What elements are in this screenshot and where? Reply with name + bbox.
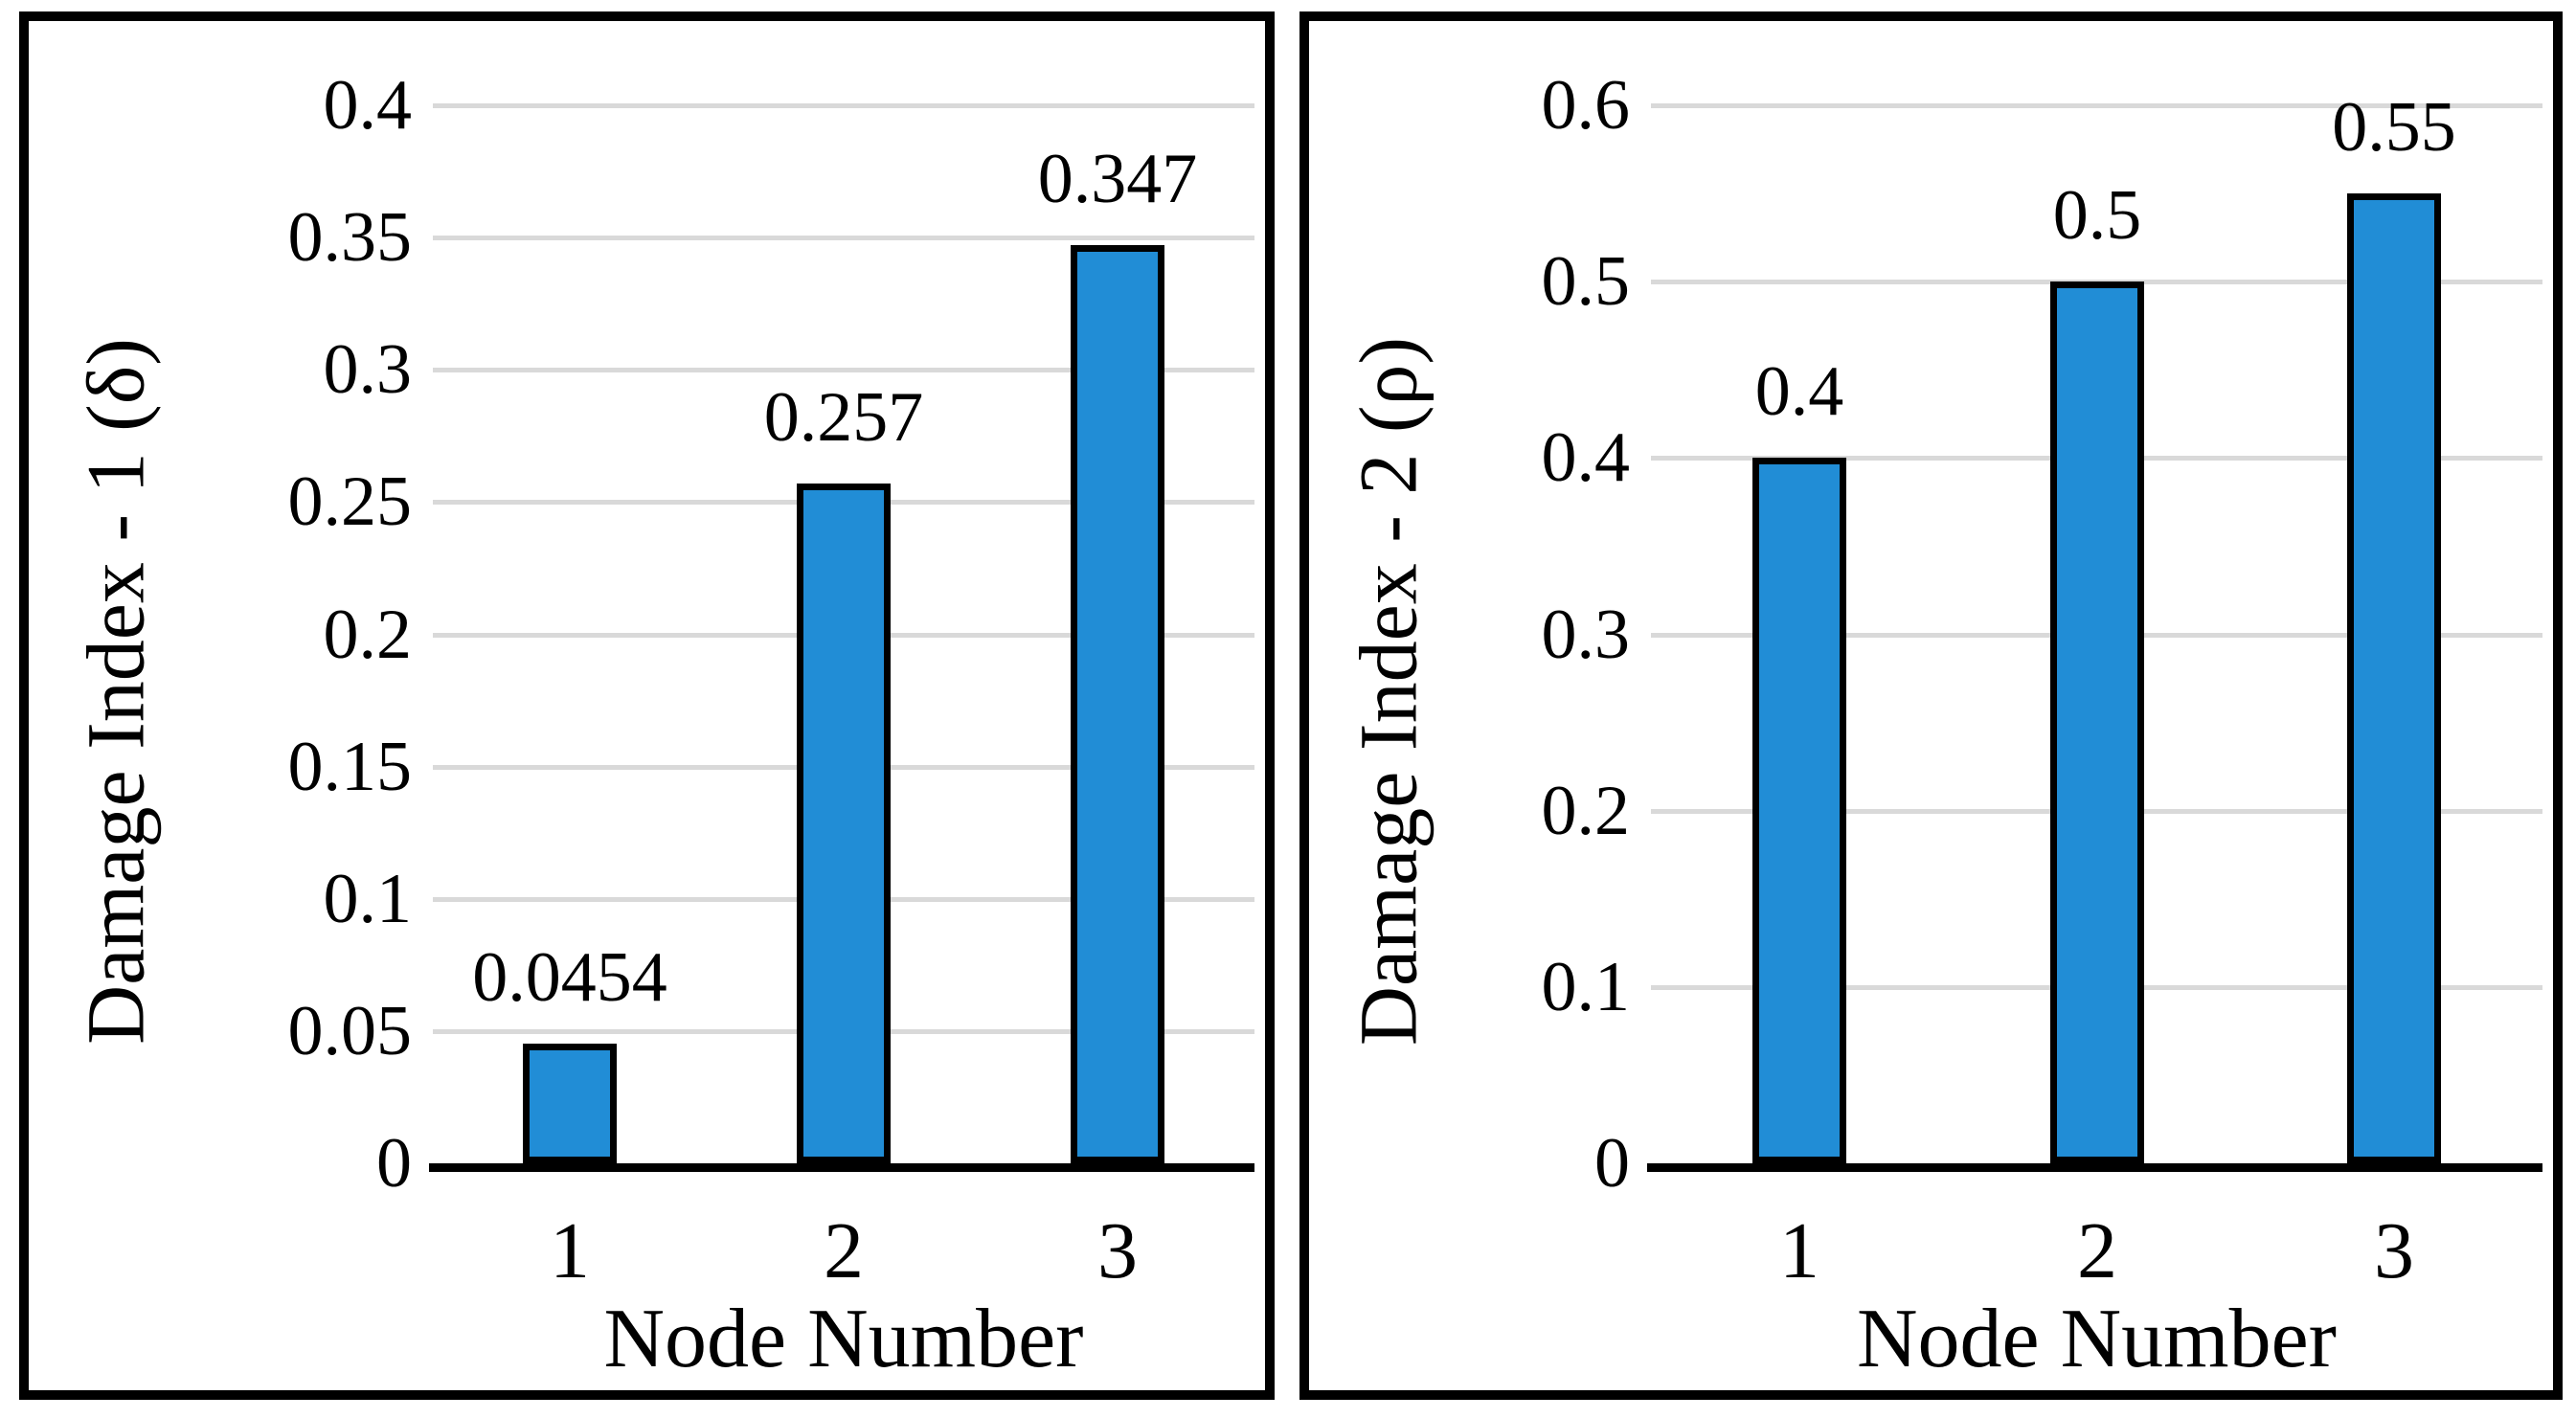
y-tick-label: 0 — [376, 1124, 412, 1203]
x-category-label: 2 — [824, 1206, 864, 1295]
gridline-y-0.35 — [433, 236, 1254, 241]
bar-value-label: 0.5 — [2052, 176, 2142, 255]
bar-node-1 — [523, 1044, 617, 1163]
bar-node-2 — [2050, 281, 2144, 1163]
x-axis-line — [429, 1163, 1254, 1172]
bar-value-label: 0.257 — [763, 378, 924, 457]
y-tick-label: 0.1 — [323, 859, 413, 938]
x-category-label: 2 — [2077, 1206, 2117, 1295]
gridline-y-0.6 — [1651, 103, 2542, 108]
y-tick-label: 0.35 — [287, 198, 413, 278]
gridline-y-0.3 — [433, 368, 1254, 373]
bar-node-2 — [797, 484, 891, 1163]
bar-value-label: 0.347 — [1037, 140, 1198, 218]
bar-node-1 — [1752, 458, 1846, 1163]
y-tick-label: 0.3 — [323, 330, 413, 410]
bar-node-3 — [2347, 193, 2441, 1163]
bar-value-label: 0.4 — [1754, 352, 1844, 431]
y-tick-label: 0.4 — [1541, 418, 1631, 498]
gridline-y-0.4 — [433, 103, 1254, 108]
x-category-label: 3 — [2374, 1206, 2414, 1295]
y-tick-label: 0.3 — [1541, 595, 1631, 674]
x-category-label: 1 — [550, 1206, 590, 1295]
y-axis-title: Damage Index - 1 (δ) — [69, 338, 162, 1045]
y-tick-label: 0.25 — [287, 462, 413, 542]
y-tick-label: 0.2 — [323, 595, 413, 674]
y-tick-label: 0.5 — [1541, 242, 1631, 322]
y-tick-label: 0.6 — [1541, 66, 1631, 145]
bar-node-3 — [1071, 245, 1164, 1163]
y-tick-label: 0.15 — [287, 727, 413, 806]
y-tick-label: 0.1 — [1541, 947, 1631, 1026]
y-tick-label: 0.4 — [323, 66, 413, 145]
x-axis-title: Node Number — [603, 1293, 1084, 1385]
y-tick-label: 0.05 — [287, 991, 413, 1070]
y-axis-title: Damage Index - 2 (ρ) — [1342, 336, 1435, 1047]
x-axis-line — [1647, 1163, 2542, 1172]
x-axis-title: Node Number — [1857, 1293, 2337, 1385]
x-category-label: 1 — [1779, 1206, 1819, 1295]
chart-panel-damage-index-2: 0 0.1 0.2 0.3 0.4 0.5 0.6 0.4 1 0.5 2 0.55 3 Node Num… — [1299, 11, 2563, 1400]
chart-panel-damage-index-1: 0 0.05 0.1 0.15 0.2 0.25 0.3 0.35 0.4 0.0454 1 0.25… — [19, 11, 1275, 1400]
bar-value-label: 0.55 — [2332, 88, 2456, 167]
y-tick-label: 0 — [1594, 1124, 1630, 1203]
y-tick-label: 0.2 — [1541, 771, 1631, 850]
bar-value-label: 0.0454 — [472, 938, 667, 1017]
x-category-label: 3 — [1097, 1206, 1138, 1295]
